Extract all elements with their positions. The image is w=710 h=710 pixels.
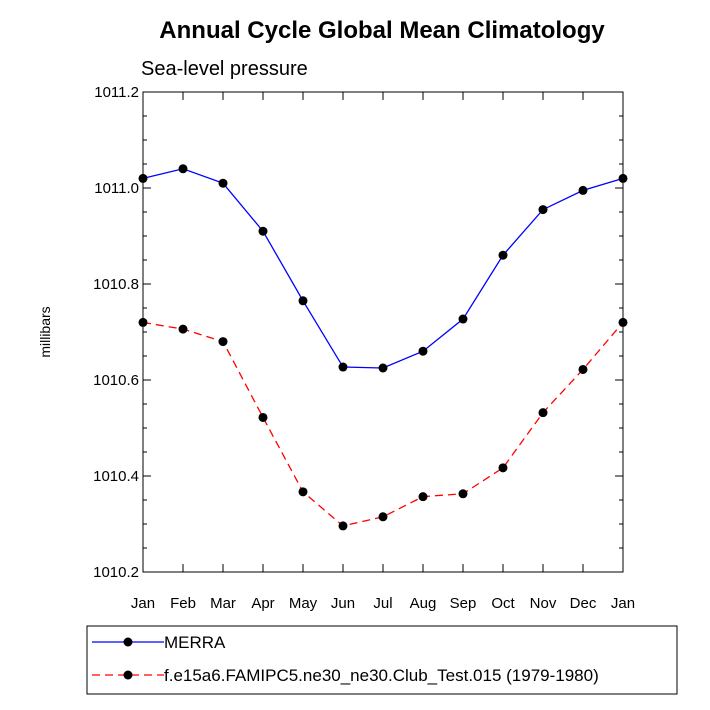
x-tick-label: Feb <box>170 595 196 612</box>
series-1-point <box>138 317 148 327</box>
y-tick-label: 1010.8 <box>93 276 139 293</box>
series-1-point <box>338 521 348 531</box>
series-1-point <box>618 317 628 327</box>
series-0-point <box>618 173 628 183</box>
legend-label-model: f.e15a6.FAMIPC5.ne30_ne30.Club_Test.015 … <box>164 666 599 685</box>
y-tick-label: 1010.4 <box>93 468 139 485</box>
series-1-point <box>538 408 548 418</box>
series-0-point <box>538 205 548 215</box>
x-tick-label: Jan <box>131 595 155 612</box>
y-tick-label: 1010.6 <box>93 372 139 389</box>
plot-layer: 1010.2 1010.4 1010.6 1010.8 1011.0 1011.2 Jan F… <box>93 84 635 612</box>
y-tick-label: 1011.2 <box>94 84 139 101</box>
series-1-point <box>258 412 268 422</box>
series-0-point <box>178 164 188 174</box>
series-0-point <box>218 178 228 188</box>
series-0-point <box>578 185 588 195</box>
y-tick-label: 1011.0 <box>94 180 139 197</box>
series-0-point <box>418 346 428 356</box>
series-1-point <box>458 489 468 499</box>
chart-title: Annual Cycle Global Mean Climatology <box>159 17 605 44</box>
plot-frame <box>142 91 624 573</box>
x-tick-label: Oct <box>491 595 515 612</box>
series-0-point <box>378 363 388 373</box>
x-tick-label: Sep <box>450 595 477 612</box>
x-tick-label: Aug <box>410 595 437 612</box>
legend: MERRA f.e15a6.FAMIPC5.ne30_ne30.Club_Tes… <box>86 625 678 695</box>
series-0-point <box>298 296 308 306</box>
x-tick-label: Jan <box>611 595 635 612</box>
series-1-point <box>378 512 388 522</box>
series-1-point <box>218 337 228 347</box>
x-tick-label: Jul <box>373 595 392 612</box>
series-1-point <box>178 324 188 334</box>
x-tick-label: Apr <box>251 595 274 612</box>
series-1-point <box>498 463 508 473</box>
series-1-point <box>298 487 308 497</box>
series-0-point <box>498 250 508 260</box>
x-tick-label: Mar <box>210 595 236 612</box>
series-line-1 <box>142 321 624 527</box>
series-1-point <box>418 492 428 502</box>
series-0-point <box>458 314 468 324</box>
y-tick-label: 1010.2 <box>93 564 139 581</box>
series-1-point <box>578 364 588 374</box>
y-axis-label: millibars <box>37 306 53 357</box>
series-0-point <box>258 226 268 236</box>
x-tick-label: May <box>289 595 318 612</box>
x-tick-label: Jun <box>331 595 355 612</box>
legend-box <box>86 625 678 695</box>
legend-label-merra: MERRA <box>164 633 226 652</box>
chart-subtitle: Sea-level pressure <box>141 58 308 80</box>
x-tick-label: Nov <box>530 595 557 612</box>
legend-marker-merra <box>123 637 133 647</box>
series-0-point <box>138 173 148 183</box>
x-tick-label: Dec <box>570 595 597 612</box>
series-0-point <box>338 362 348 372</box>
legend-marker-model <box>123 670 133 680</box>
series-line-0 <box>142 168 624 369</box>
